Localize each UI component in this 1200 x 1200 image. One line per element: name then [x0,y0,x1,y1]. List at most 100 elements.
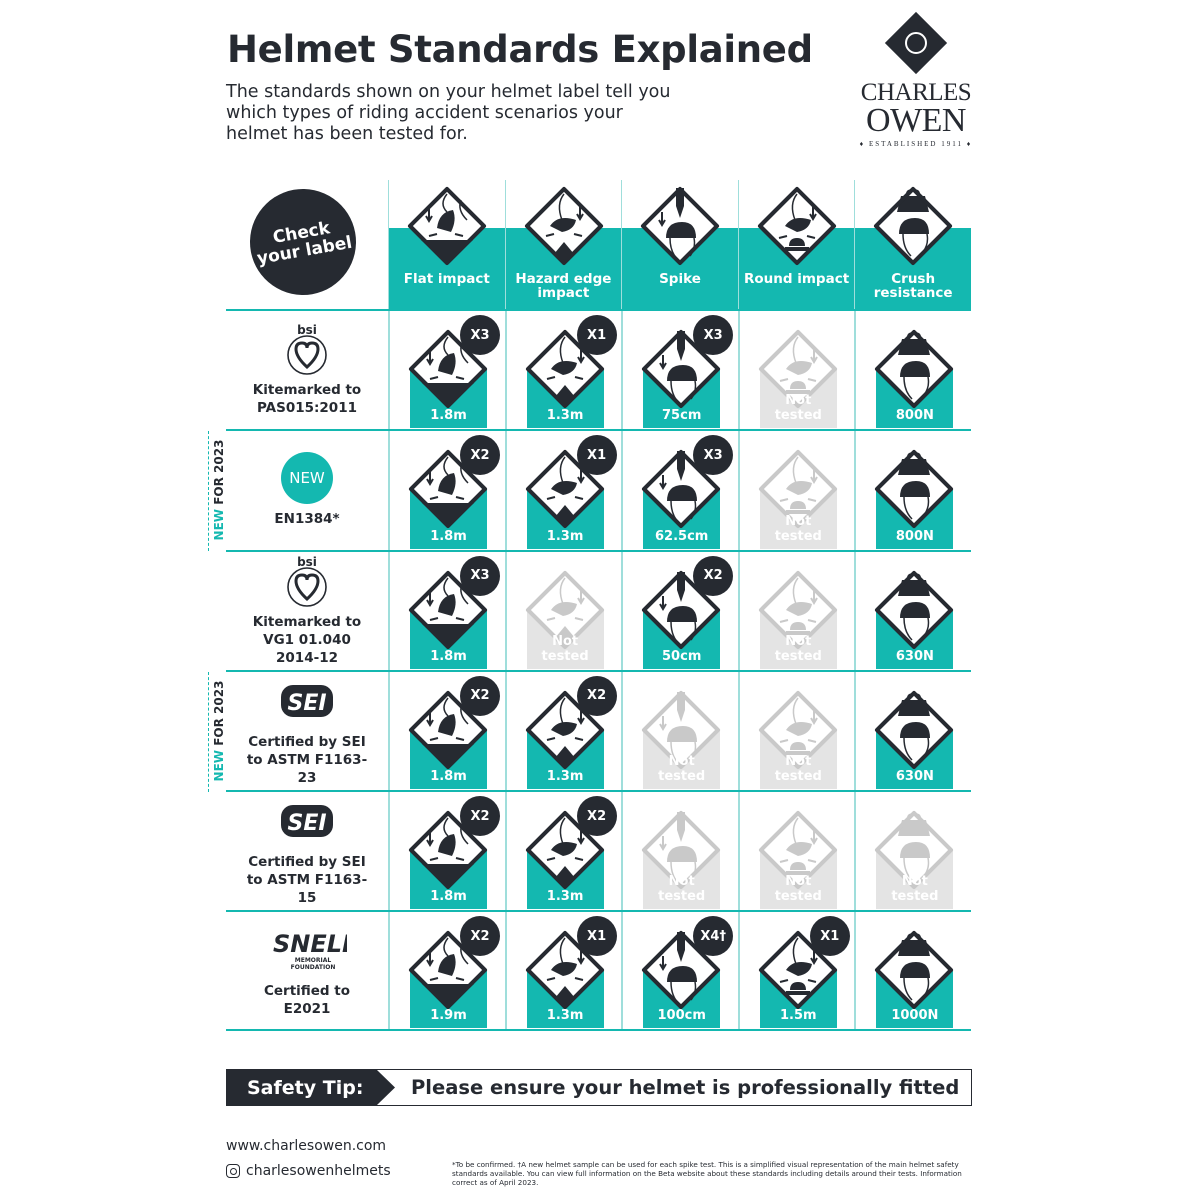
result-cell: Not tested [621,671,738,791]
brand-line1: CHARLES [860,79,972,106]
result-value: 62.5cm [655,528,709,544]
flat-impact-icon [409,811,487,890]
standard-label-cell: NEW FOR 2023 NEW EN1384* [208,431,388,552]
result-value: 50cm [662,648,702,664]
result-value: Not tested [774,393,822,424]
charles-owen-logo: CHARLES OWEN ♦ ESTABLISHED 1911 ♦ [850,11,982,148]
result-value: 1.3m [546,1007,584,1023]
test-count-badge: X1 [809,916,850,957]
round-impact-icon [758,450,837,529]
result-cell: Not tested [737,551,855,670]
safety-tip-banner: Safety Tip: Please ensure your helmet is… [226,1069,972,1106]
result-value: 630N [895,648,934,664]
instagram-icon [226,1164,240,1178]
brand-diamond-icon [884,11,948,75]
result-cell: Not tested [737,431,855,550]
standard-name: Certified by SEI to ASTM F1163-15 [246,854,368,907]
result-value: 1.8m [430,889,467,905]
subtitle: The standards shown on your helmet label… [226,82,671,144]
test-count-badge: X1 [576,315,617,355]
result-value: Not tested [774,633,822,664]
standard-label-cell: bsi Kitemarked to VG1 01.040 2014-12 [226,552,388,670]
result-value: 1000N [891,1007,939,1023]
snell-logo-icon: SNELLMEMORIALFOUNDATION [267,924,347,976]
column-header-hazard: Hazard edge impact [504,180,622,309]
result-cell: X2 1.9m [388,912,505,1029]
hazard-edge-impact-icon [525,450,604,529]
result-cell: Not tested [737,671,855,791]
result-value: 800N [895,408,934,424]
result-cell: X2 1.8m [388,431,505,550]
result-value: Not tested [774,513,822,544]
column-label: Spike [659,271,701,287]
brand-line2: OWEN [866,102,966,139]
standard-row: NEW FOR 2023 NEW EN1384* X2 1.8m X1 1.3m X3 62.5… [208,429,971,552]
column-header-crush: Crush resistance [854,180,971,309]
round-impact-icon [757,187,836,265]
spike-icon [642,811,721,890]
safety-tip-label: Safety Tip: [227,1070,395,1105]
column-header-flat: Flat impact [388,180,505,309]
instagram-link[interactable]: charlesowenhelmets [226,1163,391,1179]
result-cell: X2 1.8m [388,792,505,911]
result-value: Not tested [891,874,939,905]
result-cell: 630N [854,671,971,791]
result-value: 1.8m [430,648,467,664]
svg-text:bsi: bsi [297,323,317,337]
result-value: Not tested [774,874,822,905]
crush-resistance-icon [875,450,954,529]
result-value: 1.9m [430,1007,467,1023]
result-value: Not tested [658,874,706,905]
brand-established: ♦ ESTABLISHED 1911 ♦ [859,140,973,148]
test-count-badge: X2 [693,555,734,596]
column-label: Round impact [743,271,850,287]
test-count-badge: X1 [576,435,617,476]
flat-impact-icon [408,187,486,265]
sei-logo-icon: SEI [280,675,334,727]
crush-resistance-icon [875,811,954,890]
svg-text:SNELL: SNELL [273,930,347,958]
flat-impact-icon [409,931,487,1010]
standard-label-cell: SNELLMEMORIALFOUNDATION Certified to E202… [226,912,388,1028]
website-link[interactable]: www.charlesowen.com [226,1138,387,1154]
test-count-badge: X2 [460,916,500,957]
result-cell: X3 75cm [621,311,738,430]
spike-icon [641,187,720,265]
result-value: 630N [895,769,934,785]
instagram-handle: charlesowenhelmets [246,1163,391,1179]
spike-icon [642,690,721,769]
test-count-badge: X3 [460,555,500,596]
check-label-sticker: Check your label [241,180,365,304]
result-value: Not tested [774,754,822,785]
test-count-badge: X2 [576,675,617,716]
standards-table: Check your label Flat impact Hazard edge … [208,180,971,1031]
standard-row: NEW FOR 2023 SEI Certified by SEI to ASTM … [208,669,971,792]
result-cell: X2 1.8m [388,671,505,791]
result-cell: Not tested [737,311,855,430]
test-count-badge: X4† [693,916,734,957]
result-cell: 630N [854,551,971,670]
result-cell: 800N [854,311,971,430]
result-cell: Not tested [854,792,971,911]
result-value: 1.3m [546,408,584,424]
result-cell: Not tested [621,792,738,911]
hazard-edge-impact-icon [524,187,603,265]
result-value: 75cm [662,408,702,424]
svg-text:bsi: bsi [297,555,317,569]
page-title: Helmet Standards Explained [227,28,813,71]
result-cell: X2 1.3m [504,671,622,791]
result-value: 1.5m [779,1007,817,1023]
test-count-badge: X3 [693,315,734,355]
result-cell: 800N [854,431,971,550]
column-label: Crush resistance [873,271,953,301]
column-label: Hazard edge impact [515,271,612,301]
sei-logo-icon: SEI [280,795,334,847]
standard-row: bsi Kitemarked to VG1 01.040 2014-12 X3 1.8… [226,549,971,670]
crush-resistance-icon [875,690,954,769]
standard-row: bsi Kitemarked to PAS015:2011 X3 1.8m X1 1.3m… [226,309,971,430]
round-impact-icon [758,330,837,408]
standard-name: Certified to E2021 [263,982,351,1017]
standard-label-cell: NEW FOR 2023 SEI Certified by SEI to ASTM … [208,671,388,792]
round-impact-icon [758,931,837,1010]
result-cell: Not tested [504,551,622,670]
